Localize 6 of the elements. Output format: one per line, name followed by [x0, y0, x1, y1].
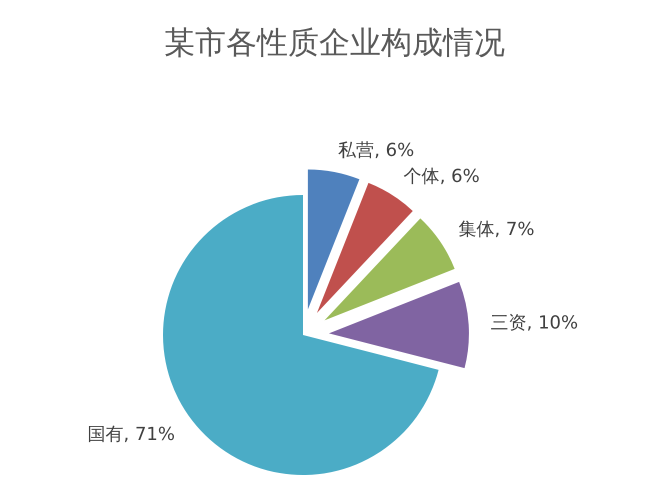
slice-label: 三资, 10%: [490, 312, 578, 334]
slice-label: 国有, 71%: [88, 424, 175, 445]
chart-title: 某市各性质企业构成情况: [163, 24, 506, 63]
slice-label: 集体, 7%: [458, 218, 534, 240]
slice-label: 个体, 6%: [404, 166, 480, 187]
slice-label: 私营, 6%: [338, 140, 414, 161]
